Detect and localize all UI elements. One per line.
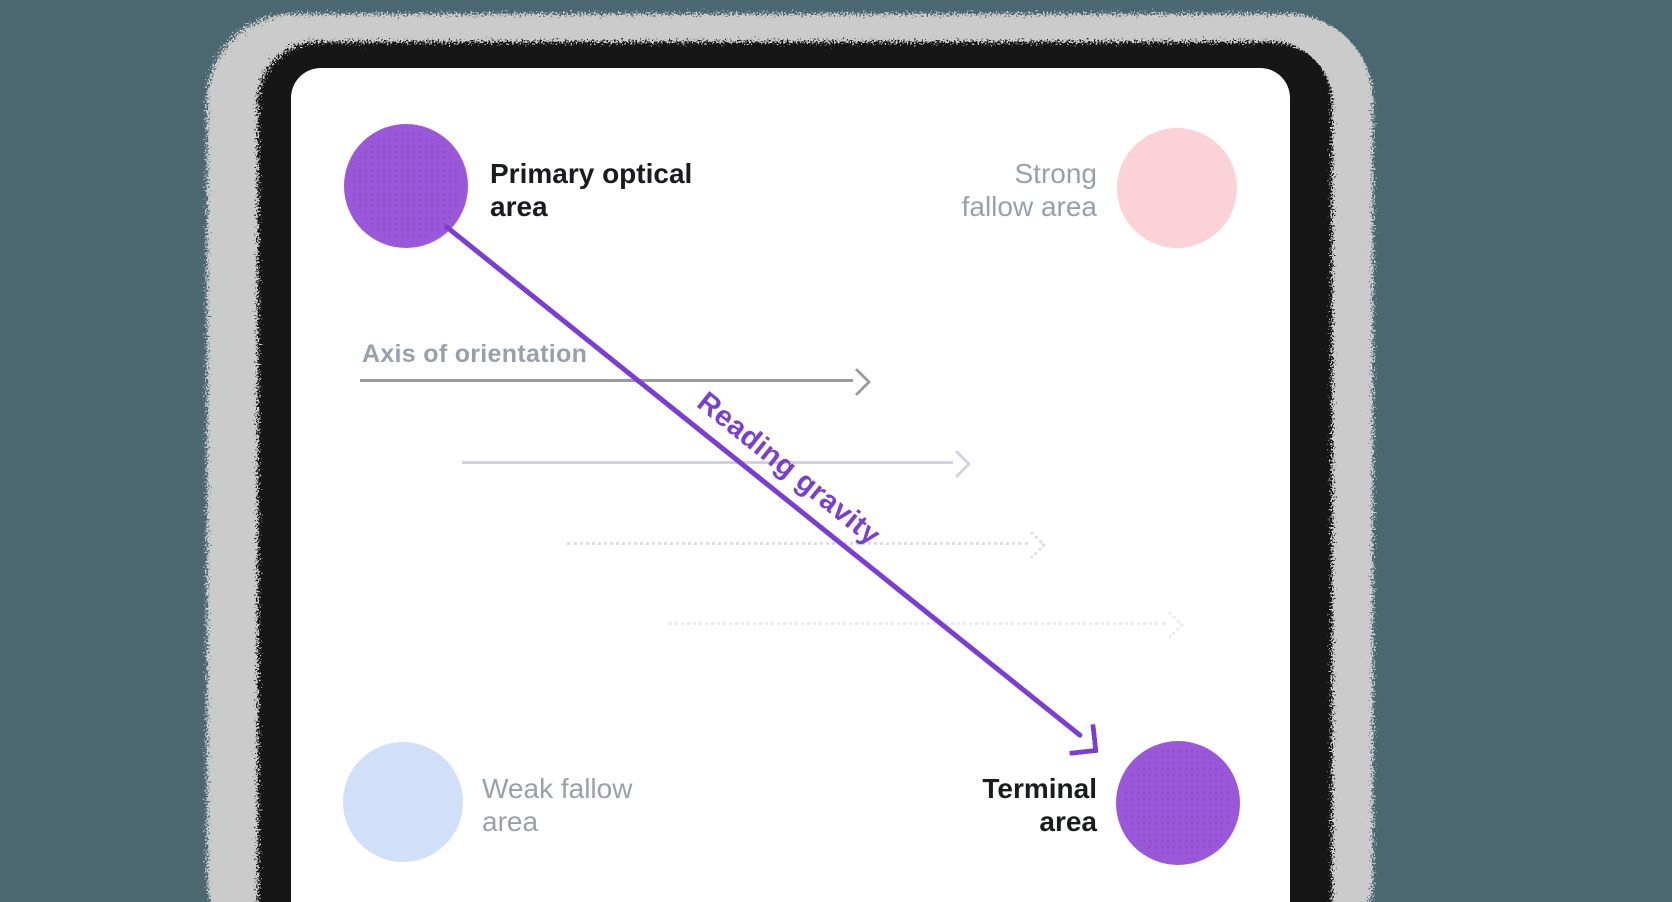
reading-gravity-label: Reading gravity xyxy=(690,386,887,552)
primary-optical-label-line2: area xyxy=(490,191,548,222)
axis-arrow-3-head-icon xyxy=(1017,530,1047,559)
axis-arrow-1-head-icon xyxy=(842,367,872,396)
circle-grain-texture xyxy=(351,131,461,241)
reading-gravity-arrow-head-icon xyxy=(1066,723,1099,756)
reading-gravity-arrow-shaft xyxy=(443,223,1084,739)
axis-arrow-1-shaft xyxy=(360,378,853,382)
terminal-area-circle xyxy=(1116,741,1240,865)
axis-arrow-2-shaft xyxy=(462,460,953,464)
axis-arrow-4-head-icon xyxy=(1155,610,1185,639)
axis-arrow-3-shaft xyxy=(567,541,1028,545)
weak-fallow-label-line2: area xyxy=(482,806,539,837)
primary-optical-label-line1: Primary optical xyxy=(490,158,693,189)
reading-gravity-arrow xyxy=(443,223,1099,756)
strong-fallow-circle xyxy=(1117,128,1237,248)
terminal-area-label: Terminal area xyxy=(982,772,1097,838)
strong-fallow-label-line2: fallow area xyxy=(961,191,1097,222)
axis-of-orientation-label: Axis of orientation xyxy=(362,340,588,368)
weak-fallow-circle xyxy=(343,742,463,862)
strong-fallow-label-line1: Strong xyxy=(1014,158,1098,189)
weak-fallow-label-line1: Weak fallow xyxy=(482,773,633,804)
primary-optical-label: Primary optical area xyxy=(490,157,692,223)
axis-arrow-2-head-icon xyxy=(942,449,972,478)
terminal-area-label-line1: Terminal xyxy=(982,773,1097,804)
terminal-area-label-line2: area xyxy=(1039,806,1097,837)
axis-arrow-4-shaft xyxy=(668,621,1166,625)
circle-grain-texture xyxy=(1123,748,1233,858)
weak-fallow-label: Weak fallow area xyxy=(482,772,632,838)
strong-fallow-label: Strong fallow area xyxy=(962,157,1097,223)
diagram-card: Primary optical area Strong fallow area … xyxy=(291,68,1290,902)
